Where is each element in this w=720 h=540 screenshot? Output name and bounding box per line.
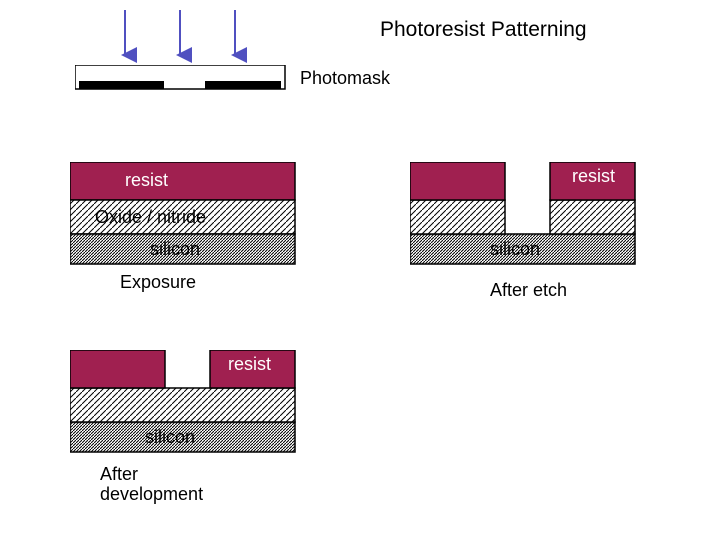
resist-label-2: resist xyxy=(572,168,622,185)
after-dev-caption: After development xyxy=(100,465,240,505)
silicon-label-3: silicon xyxy=(145,427,195,448)
resist-label-3: resist xyxy=(228,356,278,373)
photomask-diagram xyxy=(75,65,295,95)
silicon-label-1: silicon xyxy=(150,239,200,260)
oxide-label: Oxide / nitride xyxy=(95,207,206,228)
photomask-label: Photomask xyxy=(300,68,390,89)
page-title: Photoresist Patterning xyxy=(380,18,587,42)
exposure-caption: Exposure xyxy=(120,272,196,293)
uv-arrows xyxy=(90,10,270,70)
after-etch-caption: After etch xyxy=(490,280,567,301)
resist-label-1: resist xyxy=(125,170,168,191)
silicon-label-2: silicon xyxy=(490,239,540,260)
